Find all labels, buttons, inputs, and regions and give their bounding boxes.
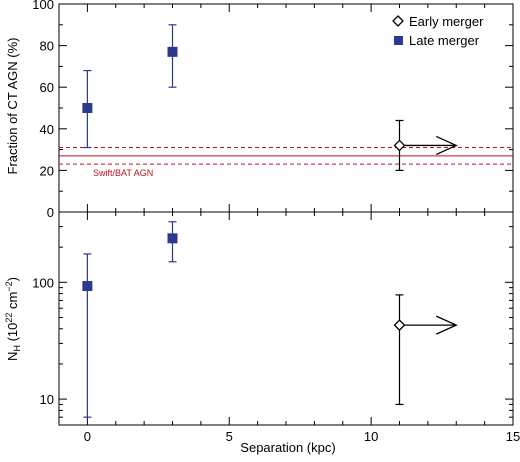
reference-band-label: Swift/BAT AGN (93, 168, 153, 178)
x-tick-label: 0 (84, 429, 91, 444)
top-y-axis-label: Fraction of CT AGN (%) (5, 37, 20, 174)
top-y-tick-label: 80 (40, 39, 54, 54)
x-tick-label: 5 (226, 429, 233, 444)
bottom-y-tick-label: 100 (32, 275, 54, 290)
x-tick-label: 15 (506, 429, 520, 444)
bottom-early-merger-limit-arrow-head (435, 315, 458, 335)
x-axis-label: Separation (kpc) (240, 440, 335, 455)
nh-exponent-22: 22 (4, 313, 14, 323)
top-y-tick-label: 60 (40, 80, 54, 95)
top-panel: 0 20 40 60 80 100 Swift/BAT AGN Early merger Lat… (32, 0, 514, 220)
nh-exponent-minus2: −2 (4, 281, 14, 291)
top-y-tick-label: 40 (40, 122, 54, 137)
top-y-tick-label: 0 (47, 205, 54, 220)
bottom-y-tick-label: 10 (40, 392, 54, 407)
nh-unit-open: (10 (5, 323, 20, 345)
top-early-merger-marker (393, 139, 406, 152)
bottom-late-merger-marker (167, 233, 178, 244)
top-late-merger-marker (167, 46, 178, 57)
legend-marker-late-merger (394, 36, 403, 45)
nh-subscript: H (12, 345, 22, 352)
top-early-merger-limit-arrow-head (435, 135, 458, 156)
top-late-merger-marker (82, 103, 93, 113)
top-y-tick-label: 100 (32, 0, 54, 12)
top-y-tick-label: 20 (40, 163, 54, 178)
nh-unit-close: ) (5, 277, 20, 281)
bottom-plot-frame (58, 211, 514, 426)
bottom-early-merger-marker (393, 319, 406, 332)
axis-labels: Fraction of CT AGN (%) NH (1022 cm−2) Se… (4, 37, 336, 455)
bottom-late-merger-marker (82, 280, 93, 291)
nh-symbol: N (5, 352, 20, 361)
legend-label-late-merger: Late merger (409, 33, 480, 48)
legend-marker-early-merger (392, 15, 404, 27)
bottom-panel: 0 5 10 15 10 100 (32, 211, 520, 444)
x-tick-label: 10 (364, 429, 378, 444)
nh-unit-cm: cm (5, 292, 20, 313)
bottom-y-axis-label: NH (1022 cm−2) (4, 277, 22, 361)
legend-label-early-merger: Early merger (409, 14, 484, 29)
